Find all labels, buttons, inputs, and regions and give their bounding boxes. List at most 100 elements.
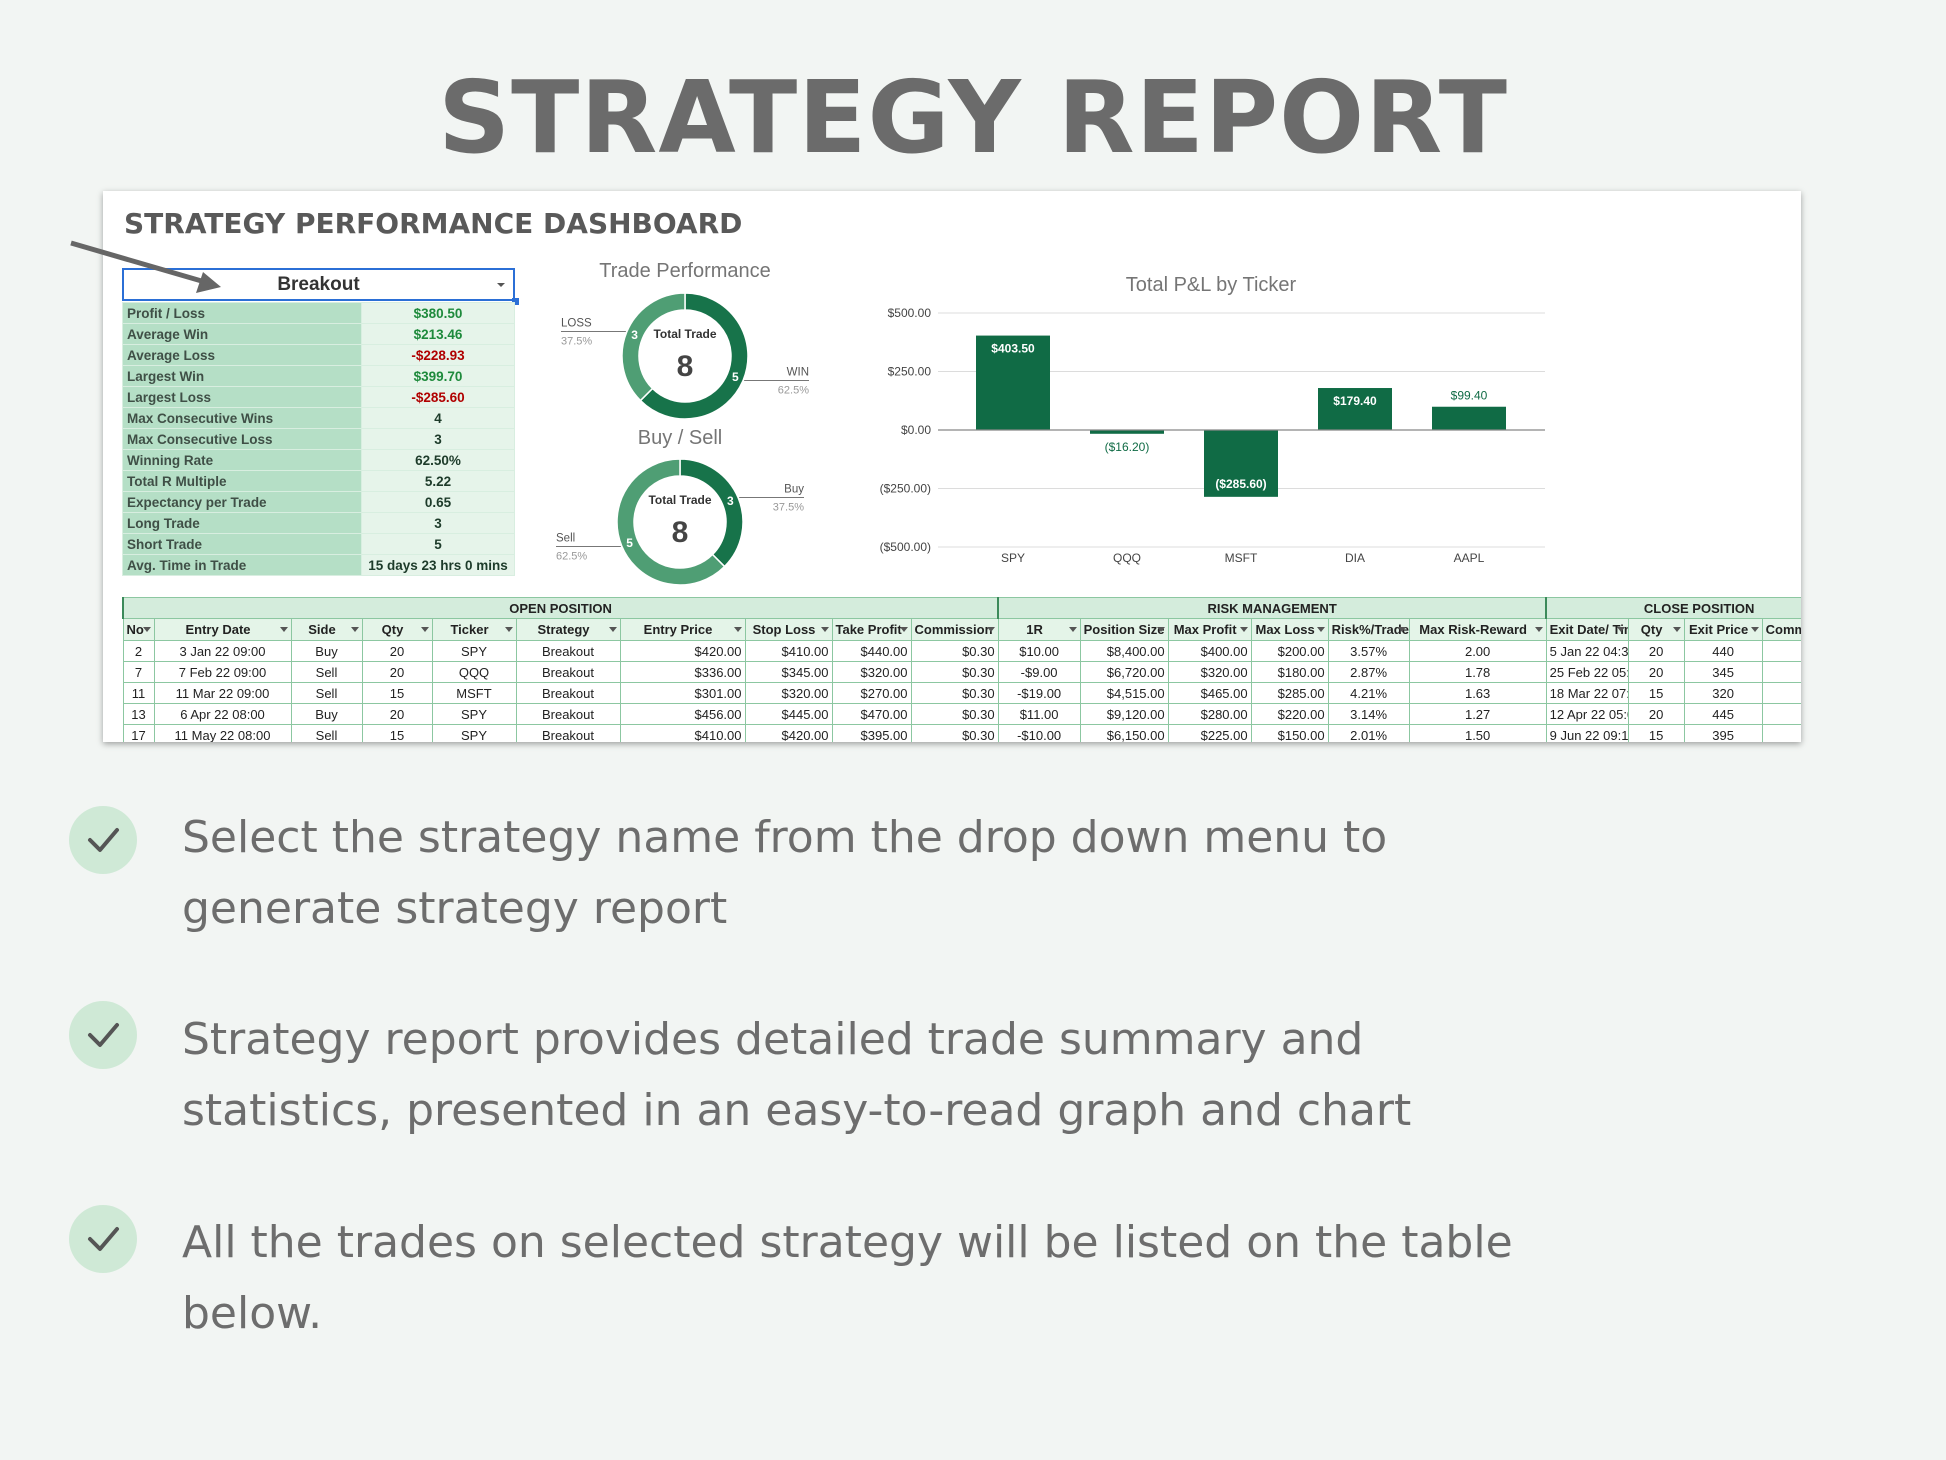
- column-header: Qty: [1627, 618, 1685, 641]
- stat-row: Expectancy per Trade 0.65: [122, 491, 515, 513]
- data-row: 11 11 Mar 22 09:00 Sell 15 MSFT Breakout $301.…: [122, 682, 1801, 704]
- filter-icon[interactable]: [1534, 627, 1543, 632]
- x-tick-label: QQQ: [1113, 551, 1141, 565]
- table-cell: 15: [361, 682, 433, 704]
- table-cell: 20: [361, 703, 433, 725]
- table-cell: $225.00: [1167, 724, 1252, 742]
- dashboard-screenshot: STRATEGY PERFORMANCE DASHBOARD Breakout …: [103, 191, 1801, 742]
- column-header: Take Profit: [831, 618, 912, 641]
- column-header: 1R: [997, 618, 1081, 641]
- selection-handle: [512, 298, 519, 305]
- filter-icon[interactable]: [986, 627, 995, 632]
- bar: [1204, 430, 1278, 497]
- check-circle: [69, 1205, 137, 1273]
- table-cell: $0.30: [910, 661, 999, 683]
- column-header: Qty: [361, 618, 433, 641]
- check-mark: [88, 1227, 119, 1251]
- table-cell: 15: [361, 724, 433, 742]
- stat-label: Max Consecutive Loss: [122, 428, 362, 450]
- table-cell: $200.00: [1250, 640, 1329, 662]
- filter-icon[interactable]: [142, 627, 151, 632]
- table-cell: $0.30: [910, 682, 999, 704]
- stat-value: -$285.60: [361, 386, 515, 408]
- filter-icon[interactable]: [1616, 627, 1625, 632]
- chart-title: Trade Performance: [599, 260, 771, 282]
- table-cell: Buy: [290, 640, 363, 662]
- filter-icon[interactable]: [1156, 627, 1165, 632]
- slice-percentage: 62.5%: [556, 550, 587, 562]
- filter-icon[interactable]: [820, 627, 829, 632]
- table-cell: 25 Feb 22 05:00: [1545, 661, 1629, 683]
- dashboard-title: STRATEGY PERFORMANCE DASHBOARD: [124, 207, 743, 240]
- strategy-dropdown[interactable]: Breakout: [122, 268, 519, 305]
- bar-value-label: ($285.60): [1215, 477, 1266, 491]
- table-cell: $270.00: [831, 682, 912, 704]
- stat-value: 3: [361, 512, 515, 534]
- table-cell: 20: [361, 640, 433, 662]
- donut-center-label: Total Trade: [653, 327, 716, 341]
- table-cell: 5 Jan 22 04:30: [1545, 640, 1629, 662]
- bullet-line: All the trades on selected strategy will…: [182, 1217, 1513, 1268]
- column-header: Max Risk-Reward: [1408, 618, 1547, 641]
- column-header: Position Size: [1079, 618, 1169, 641]
- filter-icon[interactable]: [279, 627, 288, 632]
- filter-icon[interactable]: [899, 627, 908, 632]
- column-header: Side: [290, 618, 363, 641]
- table-cell: $336.00: [619, 661, 746, 683]
- filter-icon[interactable]: [1397, 627, 1406, 632]
- table-cell: [1761, 724, 1801, 742]
- table-cell: 20: [1627, 640, 1685, 662]
- column-header: Entry Price: [619, 618, 746, 641]
- table-cell: 2: [122, 640, 155, 662]
- donut-center-label: Total Trade: [648, 493, 711, 507]
- filter-icon[interactable]: [733, 627, 742, 632]
- stat-row: Winning Rate 62.50%: [122, 449, 515, 471]
- slice-value-label: 5: [732, 370, 739, 384]
- stat-label: Max Consecutive Wins: [122, 407, 362, 429]
- donut-slice: [639, 292, 749, 420]
- table-cell: 3 Jan 22 09:00: [153, 640, 292, 662]
- table-cell: 20: [1627, 661, 1685, 683]
- filter-icon[interactable]: [1068, 627, 1077, 632]
- table-cell: -$10.00: [997, 724, 1081, 742]
- stat-label: Average Loss: [122, 344, 362, 366]
- x-tick-label: MSFT: [1225, 551, 1258, 565]
- stat-label: Winning Rate: [122, 449, 362, 471]
- table-cell: 3.57%: [1327, 640, 1410, 662]
- donut-slice: [616, 458, 726, 586]
- bullet-text: All the trades on selected strategy will…: [182, 1207, 1513, 1349]
- filter-icon[interactable]: [1672, 627, 1681, 632]
- column-header: Max Profit: [1167, 618, 1252, 641]
- bar: [1432, 406, 1506, 430]
- stat-value: 5.22: [361, 470, 515, 492]
- table-cell: $4,515.00: [1079, 682, 1169, 704]
- table-cell: $11.00: [997, 703, 1081, 725]
- table-cell: $465.00: [1167, 682, 1252, 704]
- table-cell: Breakout: [515, 703, 621, 725]
- table-cell: Buy: [290, 703, 363, 725]
- filter-icon[interactable]: [504, 627, 513, 632]
- stat-value: 62.50%: [361, 449, 515, 471]
- bar-value-label: $99.40: [1451, 389, 1488, 403]
- filter-icon[interactable]: [420, 627, 429, 632]
- filter-icon[interactable]: [350, 627, 359, 632]
- stat-label: Largest Win: [122, 365, 362, 387]
- table-cell: Sell: [290, 661, 363, 683]
- table-cell: Breakout: [515, 661, 621, 683]
- bar: [1318, 388, 1392, 430]
- filter-icon[interactable]: [1316, 627, 1325, 632]
- column-header: Commission: [1761, 618, 1801, 641]
- filter-icon[interactable]: [1750, 627, 1759, 632]
- filter-icon[interactable]: [1239, 627, 1248, 632]
- bullet-line: generate strategy report: [182, 883, 728, 934]
- y-tick-label: ($500.00): [880, 540, 931, 554]
- check-mark: [88, 828, 119, 852]
- table-cell: $150.00: [1250, 724, 1329, 742]
- slice-name: Sell: [556, 532, 575, 544]
- table-cell: 11: [122, 682, 155, 704]
- table-cell: $410.00: [744, 640, 833, 662]
- table-cell: $470.00: [831, 703, 912, 725]
- data-row: 17 11 May 22 08:00 Sell 15 SPY Breakout $410.0…: [122, 724, 1801, 742]
- stat-row: Average Loss -$228.93: [122, 344, 515, 366]
- filter-icon[interactable]: [608, 627, 617, 632]
